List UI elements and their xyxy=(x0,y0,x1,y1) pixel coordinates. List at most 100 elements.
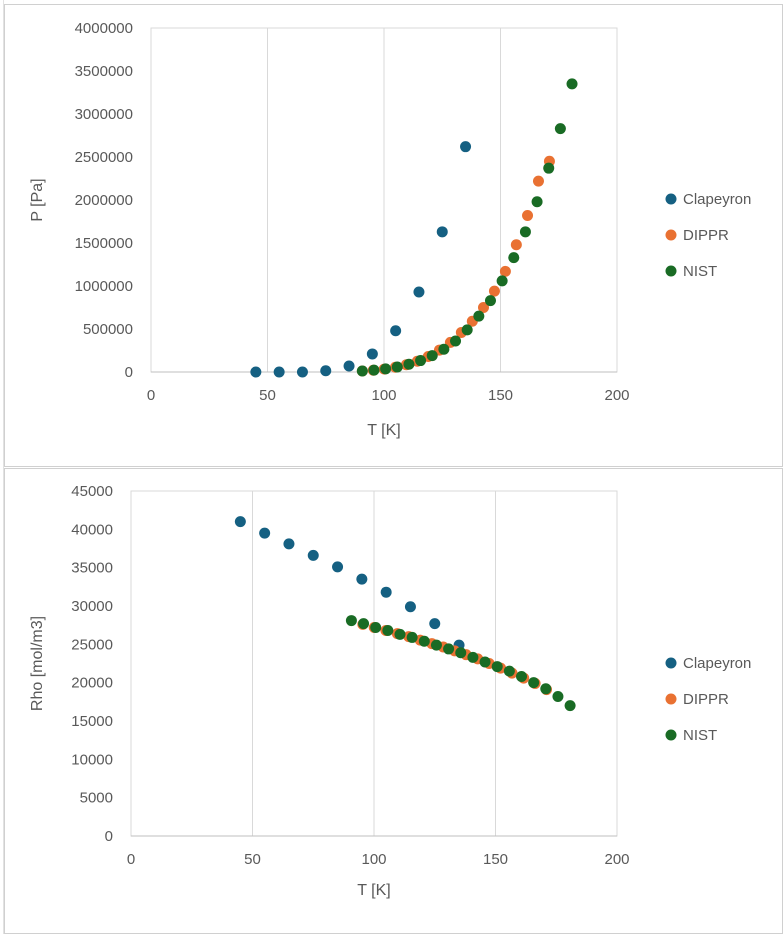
pressure-x-axis-title: T [K] xyxy=(367,422,401,439)
density-point-clapeyron[interactable] xyxy=(307,549,319,561)
pressure-series-clapeyron xyxy=(250,141,472,378)
pressure-point-clapeyron[interactable] xyxy=(436,226,448,238)
pressure-point-nist[interactable] xyxy=(484,295,496,307)
density-point-nist[interactable] xyxy=(358,618,370,630)
density-x-tick-label: 150 xyxy=(483,851,508,868)
density-point-nist[interactable] xyxy=(382,625,394,637)
density-point-nist[interactable] xyxy=(406,631,418,643)
pressure-point-dippr[interactable] xyxy=(532,175,544,187)
density-point-nist[interactable] xyxy=(443,643,455,655)
density-y-tick-label: 40000 xyxy=(71,521,113,538)
pressure-point-dippr[interactable] xyxy=(499,265,511,277)
pressure-point-nist[interactable] xyxy=(554,123,566,135)
pressure-y-tick-label: 0 xyxy=(125,364,133,381)
density-legend-label: NIST xyxy=(683,727,717,744)
pressure-x-tick-label: 200 xyxy=(604,387,629,404)
density-y-tick-label: 25000 xyxy=(71,636,113,653)
density-x-tick-label: 50 xyxy=(244,851,261,868)
density-y-axis-title: Rho [mol/m3] xyxy=(29,616,46,711)
density-y-tick-label: 35000 xyxy=(71,560,113,577)
pressure-point-nist[interactable] xyxy=(508,252,520,264)
pressure-point-clapeyron[interactable] xyxy=(320,365,332,377)
density-legend-marker xyxy=(665,693,677,705)
pressure-point-clapeyron[interactable] xyxy=(460,141,472,153)
density-point-nist[interactable] xyxy=(516,671,528,683)
pressure-x-tick-label: 50 xyxy=(259,387,276,404)
density-point-clapeyron[interactable] xyxy=(356,573,368,585)
density-point-clapeyron[interactable] xyxy=(332,561,344,573)
density-y-tick-label: 10000 xyxy=(71,751,113,768)
pressure-y-tick-label: 1000000 xyxy=(75,278,133,295)
pressure-y-tick-label: 2500000 xyxy=(75,149,133,166)
density-x-tick-label: 0 xyxy=(127,851,135,868)
pressure-legend-label: DIPPR xyxy=(683,227,729,244)
pressure-x-tick-label: 0 xyxy=(147,387,155,404)
density-point-nist[interactable] xyxy=(552,690,564,702)
pressure-y-tick-label: 1500000 xyxy=(75,235,133,252)
pressure-x-tick-label: 100 xyxy=(371,387,396,404)
density-point-nist[interactable] xyxy=(345,615,357,627)
density-point-nist[interactable] xyxy=(491,661,503,673)
pressure-point-nist[interactable] xyxy=(356,365,368,377)
density-point-nist[interactable] xyxy=(467,651,479,663)
density-point-clapeyron[interactable] xyxy=(283,538,295,550)
pressure-point-clapeyron[interactable] xyxy=(390,325,402,337)
pressure-point-nist[interactable] xyxy=(415,355,427,367)
pressure-series-nist xyxy=(356,78,578,377)
pressure-y-tick-label: 3500000 xyxy=(75,63,133,80)
density-point-clapeyron[interactable] xyxy=(259,527,271,539)
density-point-nist[interactable] xyxy=(455,647,467,659)
density-y-tick-label: 20000 xyxy=(71,675,113,692)
pressure-point-clapeyron[interactable] xyxy=(250,366,262,378)
pressure-point-dippr[interactable] xyxy=(510,239,522,251)
density-point-nist[interactable] xyxy=(528,677,540,689)
density-point-clapeyron[interactable] xyxy=(380,586,392,598)
pressure-point-dippr[interactable] xyxy=(488,285,500,297)
pressure-point-clapeyron[interactable] xyxy=(296,366,308,378)
density-point-clapeyron[interactable] xyxy=(429,618,441,630)
pressure-point-nist[interactable] xyxy=(543,162,555,174)
density-legend-label: Clapeyron xyxy=(683,655,751,672)
density-point-nist[interactable] xyxy=(430,639,442,651)
density-legend-marker xyxy=(665,657,677,669)
pressure-y-tick-label: 500000 xyxy=(83,321,133,338)
density-point-nist[interactable] xyxy=(540,683,552,695)
density-point-nist[interactable] xyxy=(394,628,406,640)
pressure-point-dippr[interactable] xyxy=(522,209,534,221)
density-y-tick-label: 5000 xyxy=(80,790,113,807)
pressure-point-nist[interactable] xyxy=(496,275,508,287)
pressure-point-clapeyron[interactable] xyxy=(343,360,355,372)
pressure-point-nist[interactable] xyxy=(368,364,380,376)
pressure-point-nist[interactable] xyxy=(473,310,485,322)
density-y-tick-label: 0 xyxy=(105,828,113,845)
pressure-y-tick-label: 3000000 xyxy=(75,106,133,123)
pressure-chart[interactable]: 0 50 100 150 200 0 500000 1000000 1500000 2000000… xyxy=(4,4,783,467)
pressure-legend-marker xyxy=(665,193,677,205)
pressure-point-dippr[interactable] xyxy=(477,302,489,313)
density-series-nist xyxy=(345,615,576,712)
density-point-nist[interactable] xyxy=(479,656,491,668)
pressure-point-nist[interactable] xyxy=(438,343,450,355)
density-x-tick-label: 100 xyxy=(361,851,386,868)
density-point-nist[interactable] xyxy=(503,665,515,677)
pressure-point-nist[interactable] xyxy=(380,363,392,375)
pressure-point-nist[interactable] xyxy=(461,324,473,336)
density-point-clapeyron[interactable] xyxy=(234,516,246,528)
density-y-tick-label: 15000 xyxy=(71,713,113,730)
pressure-point-nist[interactable] xyxy=(531,196,543,208)
pressure-point-nist[interactable] xyxy=(391,361,403,373)
pressure-point-nist[interactable] xyxy=(450,335,462,347)
density-point-nist[interactable] xyxy=(564,700,576,712)
density-point-clapeyron[interactable] xyxy=(404,601,416,613)
density-point-nist[interactable] xyxy=(370,621,382,633)
pressure-point-clapeyron[interactable] xyxy=(366,348,378,360)
density-chart[interactable]: 0 50 100 150 200 0 5000 10000 15000 20000 25000 300… xyxy=(4,468,783,934)
pressure-point-clapeyron[interactable] xyxy=(413,286,425,298)
pressure-point-nist[interactable] xyxy=(519,226,531,238)
pressure-point-nist[interactable] xyxy=(566,78,578,90)
pressure-point-clapeyron[interactable] xyxy=(273,366,285,378)
density-y-tick-label: 45000 xyxy=(71,483,113,500)
density-point-nist[interactable] xyxy=(418,635,430,647)
pressure-point-nist[interactable] xyxy=(426,350,438,362)
pressure-point-nist[interactable] xyxy=(403,358,415,370)
